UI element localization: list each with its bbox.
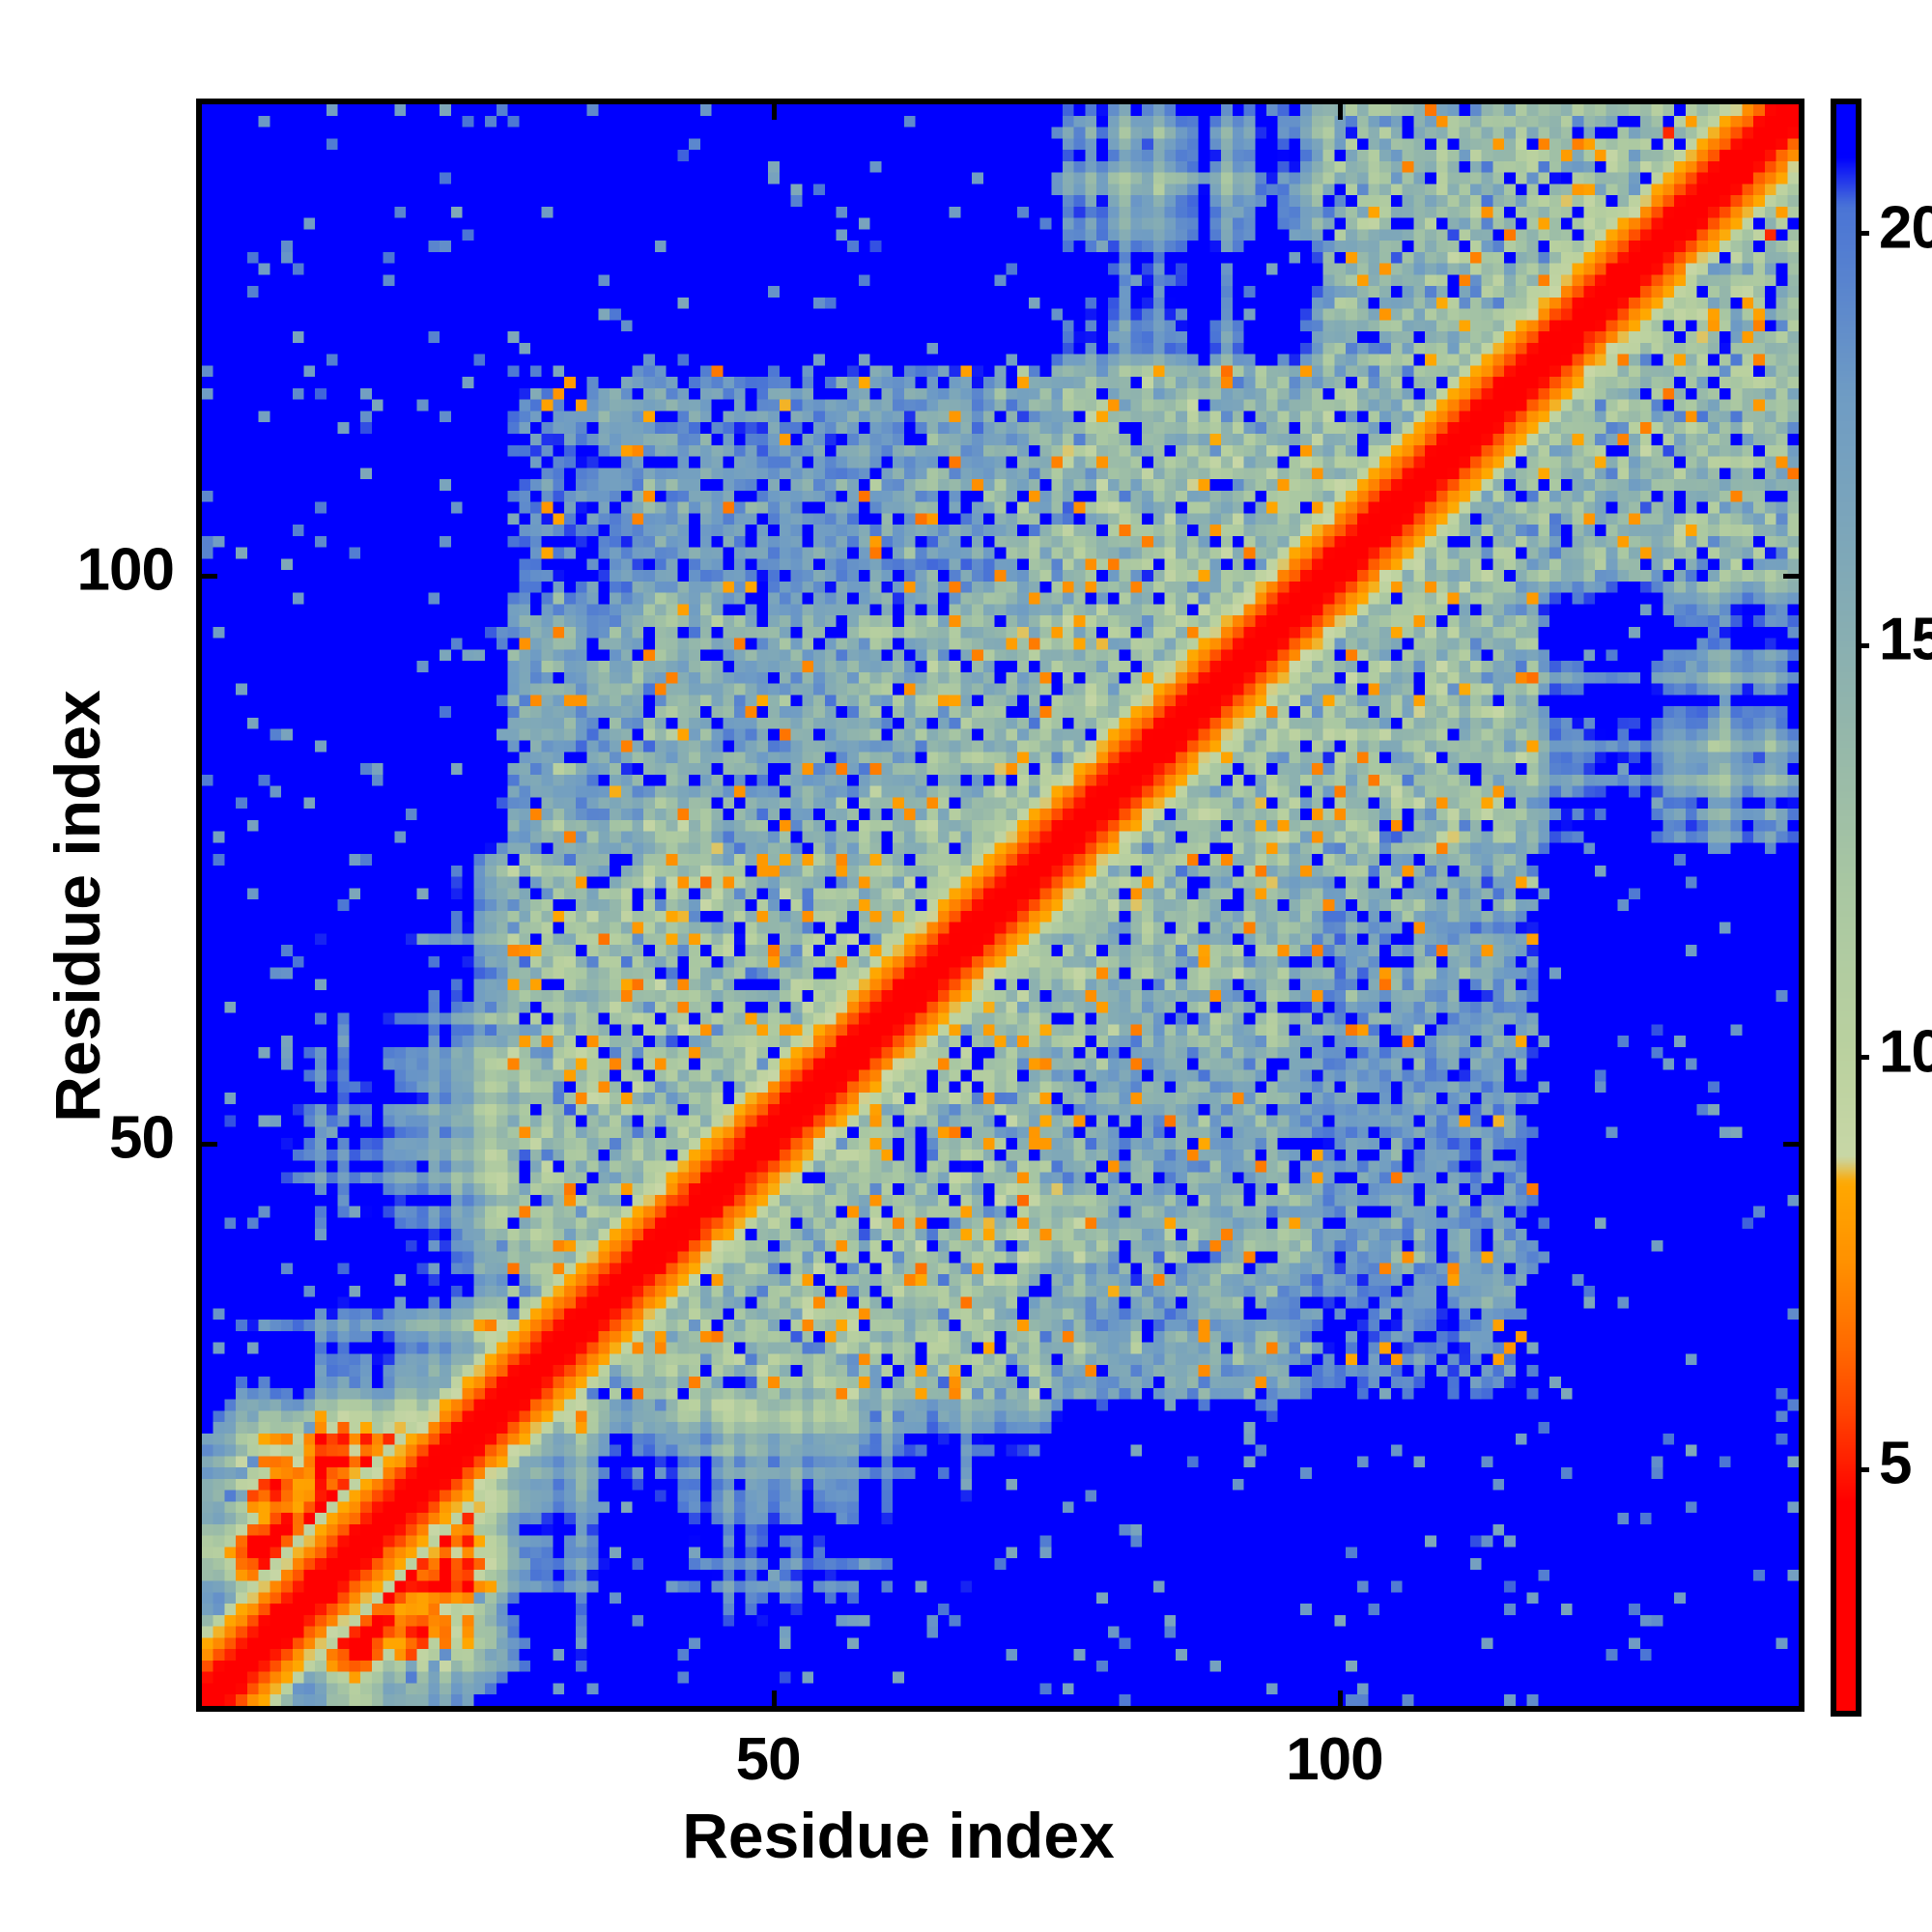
y-tick-label-50: 50 bbox=[109, 1104, 175, 1172]
x-tick-label-100: 100 bbox=[1286, 1726, 1383, 1793]
heatmap-image bbox=[202, 104, 1799, 1706]
colorbar-tick-10 bbox=[1856, 1055, 1869, 1061]
colorbar bbox=[1831, 99, 1869, 1717]
y-tick-50 bbox=[202, 1141, 217, 1147]
heatmap-plot-area bbox=[196, 99, 1804, 1712]
colorbar-tick-label-15: 15 bbox=[1879, 606, 1932, 673]
x-axis-title-text: Residue index bbox=[682, 1800, 1115, 1871]
y-axis-title: Residue index bbox=[42, 690, 113, 1122]
x-tick-top-100 bbox=[1337, 1690, 1343, 1706]
colorbar-tick-15 bbox=[1856, 642, 1869, 648]
x-axis-title: Residue index bbox=[0, 1799, 1932, 1872]
colorbar-tick-label-20: 20 bbox=[1879, 194, 1932, 262]
y-tick-right-50 bbox=[1783, 1141, 1799, 1147]
y-tick-label-100: 100 bbox=[76, 536, 175, 604]
y-tick-100 bbox=[202, 573, 217, 579]
colorbar-tick-label-10: 10 bbox=[1879, 1018, 1932, 1086]
x-tick-label-50: 50 bbox=[735, 1726, 802, 1793]
x-tick-top-50 bbox=[771, 1690, 777, 1706]
x-tick-50 bbox=[771, 104, 777, 120]
x-tick-100 bbox=[1337, 104, 1343, 120]
colorbar-tick-5 bbox=[1856, 1466, 1869, 1472]
colorbar-gradient bbox=[1836, 104, 1856, 1711]
colorbar-tick-20 bbox=[1856, 231, 1869, 237]
colorbar-tick-label-5: 5 bbox=[1879, 1430, 1912, 1497]
y-tick-right-100 bbox=[1783, 573, 1799, 579]
